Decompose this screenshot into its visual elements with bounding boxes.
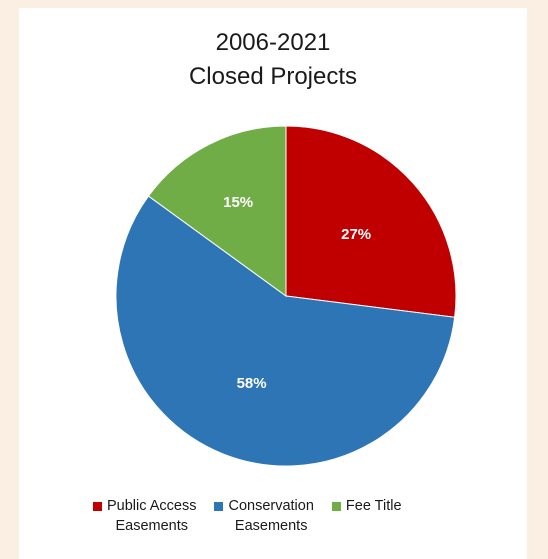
legend: Public Access Easements Conservation Eas… xyxy=(93,496,507,536)
slice-conservation xyxy=(115,195,456,467)
chart-card: 2006-2021 Closed Projects 27% 58% 15% Publ… xyxy=(19,8,527,559)
chart-title: 2006-2021 Closed Projects xyxy=(19,26,527,94)
pie-chart: 27% 58% 15% xyxy=(115,125,457,467)
legend-item-conservation: Conservation Easements xyxy=(214,496,314,536)
slice-public-access xyxy=(285,125,457,318)
legend-swatch xyxy=(93,502,102,511)
legend-label: Conservation Easements xyxy=(228,498,314,534)
legend-swatch xyxy=(214,502,224,511)
legend-item-public-access: Public Access Easements xyxy=(93,496,196,536)
slice-data-label: 27% xyxy=(341,226,371,243)
legend-swatch xyxy=(331,502,341,511)
chart-title-line-1: 2006-2021 xyxy=(215,29,331,56)
slice-data-label: 58% xyxy=(237,375,267,392)
slice-fee-title xyxy=(147,125,287,297)
legend-item-fee-title: Fee Title xyxy=(331,496,402,536)
legend-label: Public Access Easements xyxy=(107,498,197,534)
chart-title-line-2: Closed Projects xyxy=(188,63,358,90)
legend-label: Fee Title xyxy=(345,498,402,514)
slice-data-label: 15% xyxy=(223,194,253,211)
